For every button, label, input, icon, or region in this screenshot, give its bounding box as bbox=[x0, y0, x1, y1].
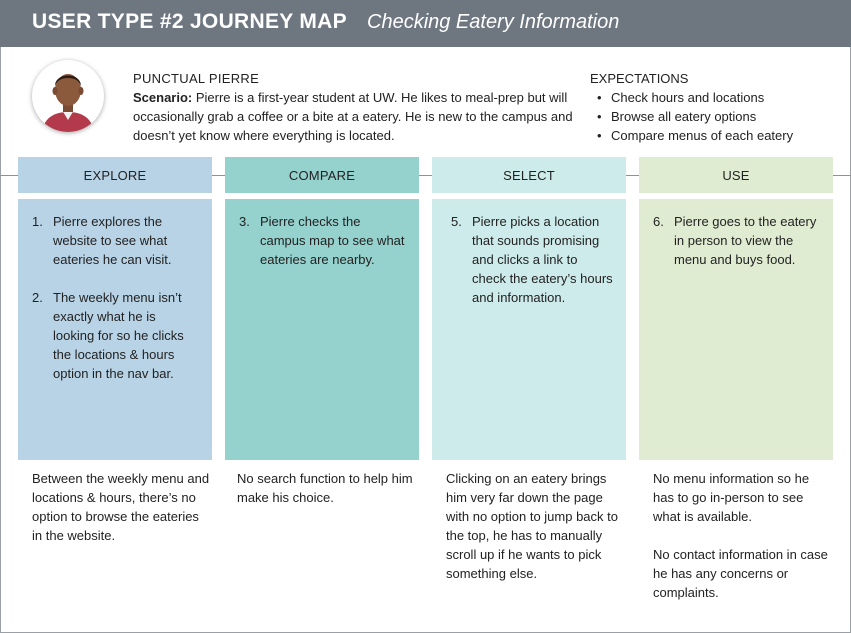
step-text: Pierre picks a location that sounds prom… bbox=[472, 214, 613, 305]
stage-header-compare: COMPARE bbox=[225, 157, 419, 193]
step-number: 3. bbox=[239, 214, 250, 229]
pain-point: No search function to help him make his … bbox=[237, 471, 413, 505]
expectation-item: Compare menus of each eatery bbox=[590, 126, 830, 145]
step-number: 1. bbox=[32, 214, 43, 229]
pain-point: No menu information so he has to go in-p… bbox=[653, 471, 810, 524]
stage-header-use: USE bbox=[639, 157, 833, 193]
stage-actions-use: 6. Pierre goes to the eatery in person to… bbox=[639, 199, 833, 460]
page-subtitle: Checking Eatery Information bbox=[367, 11, 620, 33]
pain-point: No contact information in case he has an… bbox=[653, 547, 828, 600]
step-number: 6. bbox=[653, 214, 664, 229]
pain-points-compare: No search function to help him make his … bbox=[237, 469, 415, 526]
step-text: Pierre goes to the eatery in person to v… bbox=[674, 214, 817, 267]
expectation-item: Check hours and locations bbox=[590, 88, 830, 107]
expectations-title: EXPECTATIONS bbox=[590, 71, 689, 86]
pain-points-use: No menu information so he has to go in-p… bbox=[653, 469, 831, 621]
step-item: 5. Pierre picks a location that sounds pr… bbox=[451, 212, 614, 307]
persona-scenario: Scenario: Pierre is a first-year student… bbox=[133, 88, 573, 145]
timeline-line bbox=[0, 175, 851, 176]
step-item: 6. Pierre goes to the eatery in person to… bbox=[653, 212, 821, 269]
persona-name: PUNCTUAL PIERRE bbox=[133, 71, 260, 86]
expectations-list: Check hours and locations Browse all eat… bbox=[590, 88, 830, 145]
step-text: Pierre checks the campus map to see what… bbox=[260, 214, 405, 267]
pain-points-explore: Between the weekly menu and locations & … bbox=[32, 469, 210, 564]
persona-block: PUNCTUAL PIERRE Scenario: Pierre is a fi… bbox=[133, 69, 573, 145]
scenario-label: Scenario: bbox=[133, 90, 193, 105]
pain-point: Clicking on an eatery brings him very fa… bbox=[446, 471, 618, 581]
person-avatar-icon bbox=[42, 74, 94, 132]
scenario-text: Pierre is a first-year student at UW. He… bbox=[133, 90, 573, 143]
step-item: 2. The weekly menu isn’t exactly what he … bbox=[32, 288, 200, 383]
stage-actions-select: 5. Pierre picks a location that sounds pr… bbox=[432, 199, 626, 460]
expectations-block: EXPECTATIONS Check hours and locations B… bbox=[590, 69, 830, 145]
stage-actions-explore: 1. Pierre explores the website to see wha… bbox=[18, 199, 212, 460]
persona-avatar bbox=[32, 60, 104, 132]
page-title: USER TYPE #2 JOURNEY MAP bbox=[32, 10, 347, 33]
step-item: 3. Pierre checks the campus map to see wh… bbox=[239, 212, 407, 269]
stage-header-select: SELECT bbox=[432, 157, 626, 193]
expectation-item: Browse all eatery options bbox=[590, 107, 830, 126]
step-item: 1. Pierre explores the website to see wha… bbox=[32, 212, 200, 269]
pain-point: Between the weekly menu and locations & … bbox=[32, 471, 210, 543]
header-bar: USER TYPE #2 JOURNEY MAP Checking Eatery… bbox=[0, 0, 851, 47]
stage-actions-compare: 3. Pierre checks the campus map to see wh… bbox=[225, 199, 419, 460]
step-number: 2. bbox=[32, 290, 43, 305]
stage-header-explore: EXPLORE bbox=[18, 157, 212, 193]
pain-points-select: Clicking on an eatery brings him very fa… bbox=[446, 469, 624, 602]
step-text: The weekly menu isn’t exactly what he is… bbox=[53, 290, 184, 381]
step-text: Pierre explores the website to see what … bbox=[53, 214, 172, 267]
step-number: 5. bbox=[451, 214, 462, 229]
